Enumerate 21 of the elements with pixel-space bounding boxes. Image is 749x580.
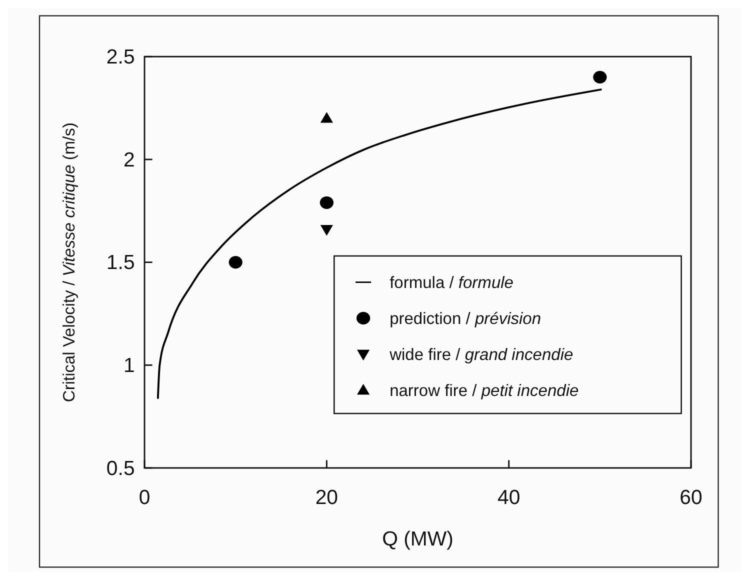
point [320,196,334,209]
y-axis-title: Critical Velocity / Vitesse critique (m/s) [60,122,79,402]
x-axis-title: Q (MW) [382,528,454,551]
point [320,224,334,236]
y-tick-label: 0.5 [106,458,135,480]
y-tick-label: 2.5 [106,46,135,68]
y-tick-label: 1 [123,354,135,377]
y-tick-label: 1.5 [106,252,135,274]
point [228,256,242,269]
legend-label: narrow fire / petit incendie [390,380,579,400]
legend-label: formula / formule [390,273,514,292]
y-tick-label: 2 [123,149,135,172]
point [593,70,607,84]
x-tick-label: 60 [680,486,702,509]
legend-label: wide fire / grand incendie [388,345,574,364]
line-series [156,88,602,399]
x-tick-label: 40 [498,486,520,509]
x-tick-label: 0 [138,486,150,509]
point [320,112,334,123]
x-tick-label: 20 [315,486,338,509]
legend-label: prediction / prévision [390,309,542,328]
